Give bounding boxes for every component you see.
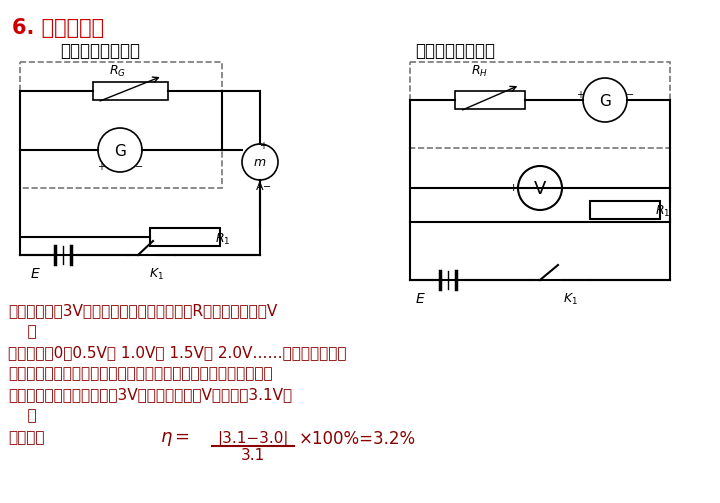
Circle shape — [583, 78, 627, 122]
Text: m: m — [254, 156, 266, 170]
Text: V: V — [534, 180, 546, 198]
Circle shape — [242, 144, 278, 180]
Text: $K_1$: $K_1$ — [562, 292, 577, 307]
Text: 校对电压表电路图: 校对电压表电路图 — [415, 42, 495, 60]
Text: +: + — [259, 141, 267, 151]
Text: G: G — [599, 94, 611, 109]
Text: 的: 的 — [8, 324, 37, 339]
Text: $R_H$: $R_H$ — [472, 64, 488, 79]
Text: 百分误差: 百分误差 — [8, 430, 45, 445]
Text: ×100%=3.2%: ×100%=3.2% — [299, 430, 416, 448]
Text: 例如对改装的3V电压表的校对：改变变阻器R的滑片位置，使V: 例如对改装的3V电压表的校对：改变变阻器R的滑片位置，使V — [8, 303, 277, 318]
Bar — [455, 91, 525, 109]
Text: $K_1$: $K_1$ — [148, 267, 163, 282]
Text: $R_G$: $R_G$ — [109, 64, 127, 79]
Text: $R_1$: $R_1$ — [655, 203, 670, 218]
Text: 例如：改装的电压表满刻度3V时，标准电压表V的读数为3.1V，: 例如：改装的电压表满刻度3V时，标准电压表V的读数为3.1V， — [8, 387, 292, 402]
Text: +: + — [97, 162, 105, 172]
Text: 压表的示数是否正确，并算出改装的电压表满刻度时的百分误差。: 压表的示数是否正确，并算出改装的电压表满刻度时的百分误差。 — [8, 366, 273, 381]
Text: A: A — [256, 182, 264, 192]
Text: −: − — [626, 90, 634, 100]
Text: 6. 电表的校对: 6. 电表的校对 — [12, 18, 104, 38]
Text: G: G — [114, 143, 126, 158]
Text: 3.1: 3.1 — [241, 448, 265, 463]
Text: 校对电流表电路图: 校对电流表电路图 — [60, 42, 140, 60]
Text: −: − — [263, 182, 271, 192]
Circle shape — [98, 128, 142, 172]
Text: $R_1$: $R_1$ — [215, 231, 230, 246]
Bar — [590, 201, 660, 219]
Text: 则: 则 — [8, 408, 37, 423]
Text: −: − — [562, 183, 572, 193]
Text: $\eta=$: $\eta=$ — [160, 430, 190, 448]
Text: −: − — [135, 162, 143, 172]
Text: E: E — [31, 267, 40, 281]
Text: |3.1−3.0|: |3.1−3.0| — [217, 431, 289, 447]
Bar — [150, 228, 220, 246]
Bar — [92, 82, 168, 100]
Bar — [20, 62, 222, 188]
Text: +: + — [508, 183, 518, 193]
Text: 示数分别为0、0.5V、 1.0V、 1.5V、 2.0V……依次核对改装电: 示数分别为0、0.5V、 1.0V、 1.5V、 2.0V……依次核对改装电 — [8, 345, 346, 360]
Text: +: + — [576, 90, 584, 100]
Circle shape — [518, 166, 562, 210]
Bar — [410, 62, 670, 148]
Text: E: E — [415, 292, 424, 306]
